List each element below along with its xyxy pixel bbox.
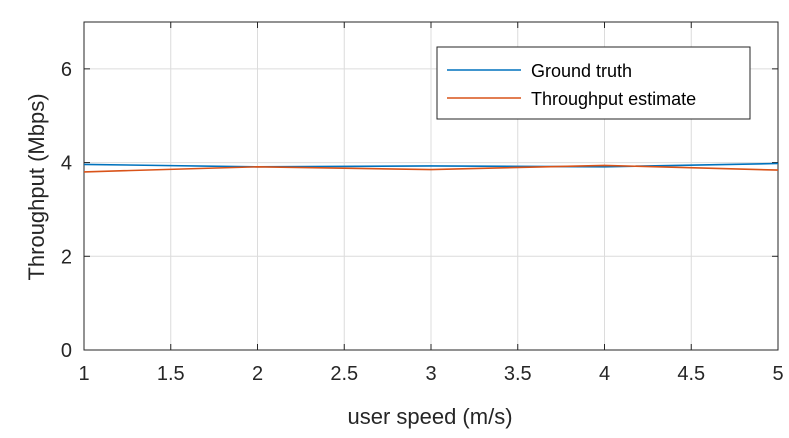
y-tick-labels: 0 2 4 6 <box>61 59 72 362</box>
series-layer <box>83 162 779 173</box>
x-tick-label: 4.5 <box>677 363 705 385</box>
y-tick-label: 6 <box>61 59 72 81</box>
x-tick-labels: 1 1.5 2 2.5 3 3.5 4 4.5 5 <box>78 363 783 385</box>
y-axis-label: Throughput (Mbps) <box>24 93 49 280</box>
legend-label-ground-truth: Ground truth <box>531 61 632 81</box>
axis-ticks <box>83 22 779 351</box>
legend: Ground truth Throughput estimate <box>436 46 751 120</box>
x-tick-label: 2.5 <box>330 363 358 385</box>
series-line-throughput-estimate <box>83 164 779 173</box>
x-tick-label: 1 <box>78 363 89 385</box>
x-tick-label: 4 <box>599 363 610 385</box>
y-tick-label: 4 <box>61 153 72 175</box>
x-tick-label: 3 <box>425 363 436 385</box>
x-tick-label: 5 <box>772 363 783 385</box>
y-tick-label: 0 <box>61 340 72 362</box>
x-tick-label: 3.5 <box>504 363 532 385</box>
legend-label-throughput-estimate: Throughput estimate <box>531 89 696 109</box>
y-tick-label: 2 <box>61 246 72 268</box>
legend-box <box>436 46 751 120</box>
x-tick-label: 1.5 <box>157 363 185 385</box>
series-line-ground-truth <box>83 162 779 168</box>
x-axis-label: user speed (m/s) <box>347 404 512 429</box>
x-tick-label: 2 <box>252 363 263 385</box>
